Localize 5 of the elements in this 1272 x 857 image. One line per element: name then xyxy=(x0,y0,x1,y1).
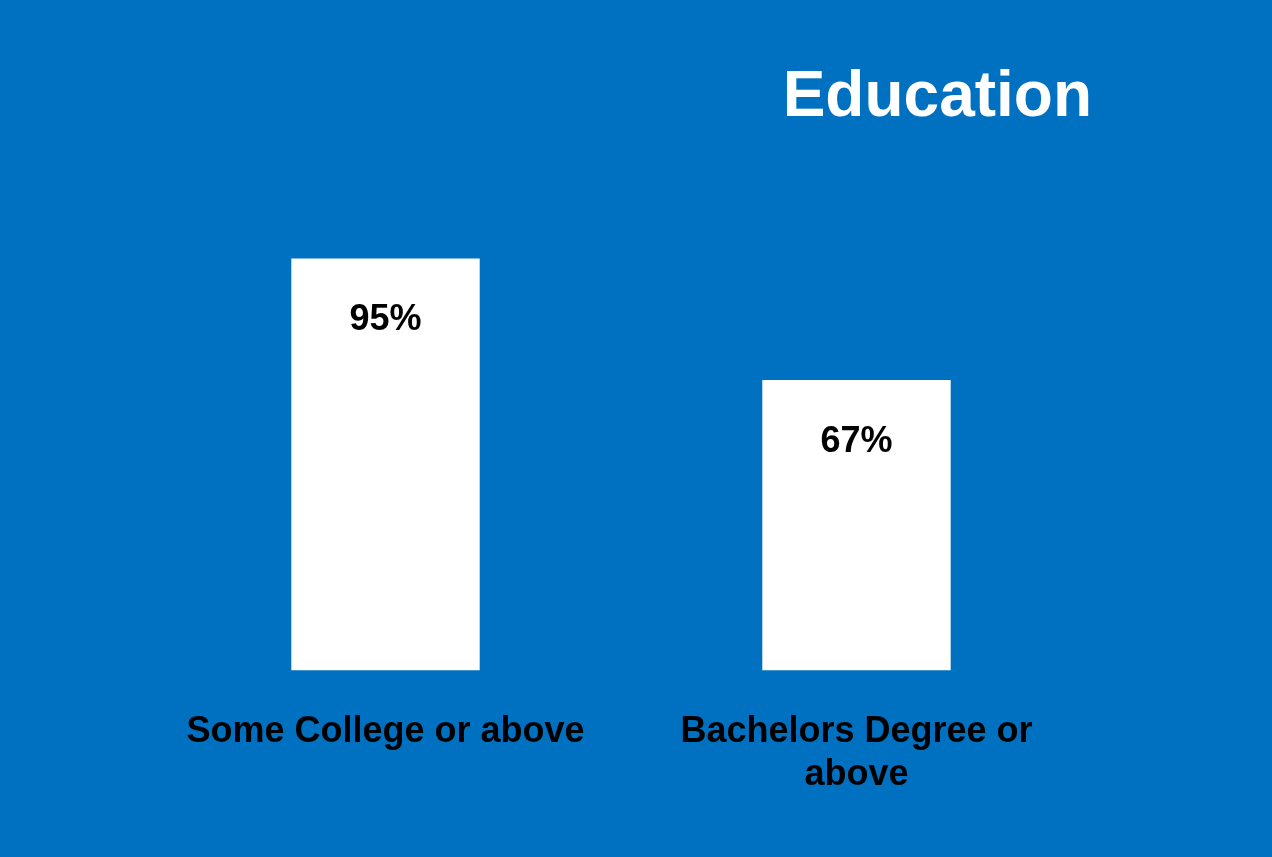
chart-title: Education xyxy=(782,58,1092,131)
data-label: 95% xyxy=(349,297,422,339)
data-label: 67% xyxy=(820,418,893,460)
x-tick-label: Some College or above xyxy=(186,709,585,751)
x-tick-label: Bachelors Degree or above xyxy=(680,709,1033,794)
